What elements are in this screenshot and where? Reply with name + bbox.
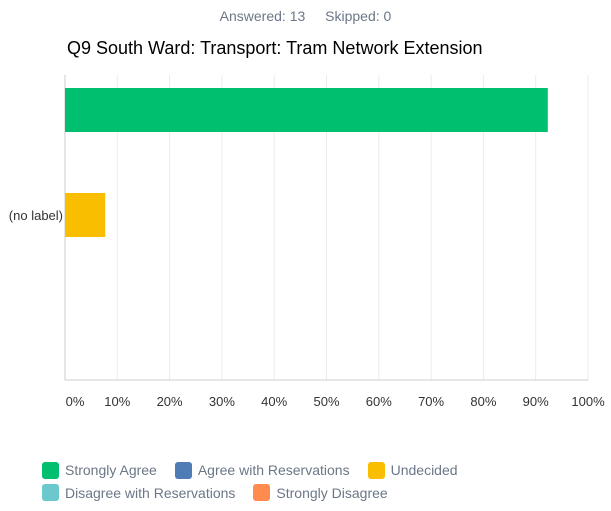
x-tick-label: 90% [523, 394, 549, 409]
x-tick-label: 50% [313, 394, 339, 409]
legend-label: Agree with Reservations [197, 462, 350, 478]
bar-strongly-agree [65, 88, 548, 132]
x-tick-label: 40% [261, 394, 287, 409]
x-tick-label: 80% [470, 394, 496, 409]
chart-legend: Strongly Agree Agree with Reservations Und… [42, 459, 482, 504]
skipped-count: Skipped: 0 [325, 8, 392, 24]
answered-count: Answered: 13 [219, 8, 306, 24]
legend-label: Strongly Disagree [276, 484, 388, 501]
legend-swatch [253, 484, 271, 501]
legend-label: Disagree with Reservations [65, 484, 236, 501]
legend-item[interactable]: Agree with Reservations [174, 459, 350, 481]
legend-swatch [367, 461, 385, 479]
legend-swatch [42, 461, 59, 479]
bar-chart: 0% 10% 20% 30% 40% 50% 60% 70% 80% 90% 100% (no lab… [9, 75, 605, 409]
legend-label: Strongly Agree [65, 462, 157, 478]
x-tick-label: 70% [418, 394, 444, 409]
response-stats: Answered: 13 Skipped: 0 [0, 8, 611, 24]
x-tick-label: 100% [571, 394, 605, 409]
legend-swatch [42, 484, 59, 501]
category-label: (no label) [9, 208, 63, 223]
bar-undecided [65, 193, 106, 237]
legend-item[interactable]: Strongly Agree [42, 459, 157, 481]
x-tick-label: 20% [157, 394, 183, 409]
x-tick-label: 10% [104, 394, 130, 409]
x-tick-label: 30% [209, 394, 235, 409]
legend-item[interactable]: Strongly Disagree [253, 482, 388, 504]
legend-swatch [174, 461, 192, 479]
legend-item[interactable]: Undecided [367, 459, 458, 481]
legend-label: Undecided [390, 462, 458, 478]
x-tick-label: 60% [366, 394, 392, 409]
x-tick-label: 0% [66, 394, 85, 409]
chart-title: Q9 South Ward: Transport: Tram Network E… [67, 38, 483, 58]
legend-item[interactable]: Disagree with Reservations [42, 482, 235, 504]
